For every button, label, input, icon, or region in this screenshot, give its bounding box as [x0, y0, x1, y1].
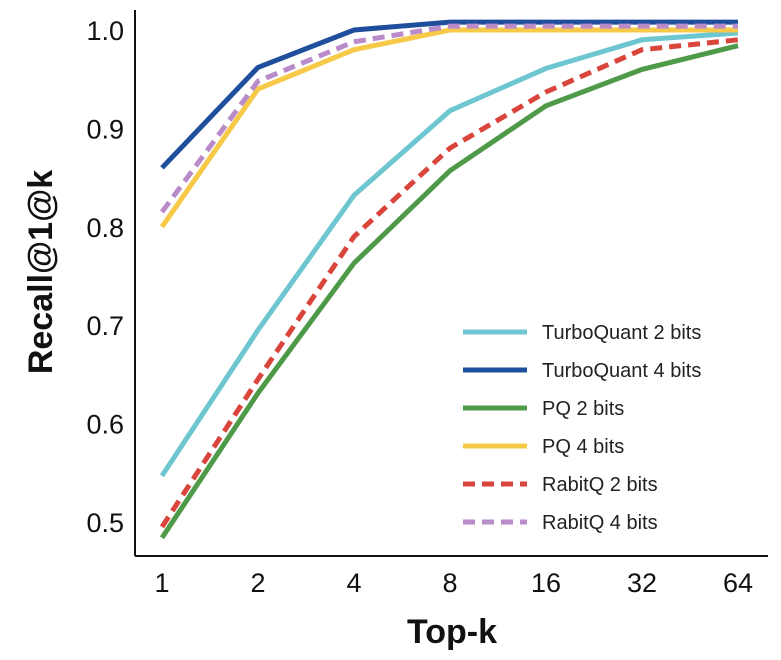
- y-tick-label: 0.9: [86, 114, 124, 144]
- y-tick-label: 1.0: [86, 16, 124, 46]
- legend-label: RabitQ 4 bits: [542, 512, 658, 534]
- y-tick-label: 0.5: [86, 508, 124, 538]
- series-line-pq-2-bits: [159, 43, 739, 540]
- x-tick-label: 16: [531, 568, 561, 598]
- legend-label: PQ 2 bits: [542, 398, 624, 420]
- series-lines: [159, 19, 739, 540]
- legend-label: TurboQuant 2 bits: [542, 322, 701, 344]
- x-tick-label: 4: [346, 568, 361, 598]
- series-line-pq-4-bits: [159, 27, 738, 229]
- y-tick-labels: 0.5 0.6 0.7 0.8 0.9 1.0: [86, 16, 124, 538]
- legend-label: TurboQuant 4 bits: [542, 360, 701, 382]
- y-tick-label: 0.7: [86, 311, 124, 341]
- series-line-rabitq-4-bits: [159, 23, 738, 214]
- legend-label: PQ 4 bits: [542, 436, 624, 458]
- axes: [134, 10, 768, 557]
- x-tick-label: 64: [723, 568, 753, 598]
- y-tick-label: 0.6: [86, 410, 124, 440]
- series-line-turboquant-4-bits: [160, 19, 738, 170]
- x-tick-label: 8: [442, 568, 457, 598]
- x-tick-label: 2: [250, 568, 265, 598]
- x-tick-label: 32: [627, 568, 657, 598]
- x-tick-label: 1: [154, 568, 169, 598]
- series-line-turboquant-2-bits: [159, 30, 739, 478]
- y-axis-title: Recall@1@k: [22, 170, 60, 374]
- legend-label: RabitQ 2 bits: [542, 474, 658, 496]
- x-tick-labels: 1 2 4 8 16 32 64: [154, 568, 753, 598]
- y-tick-label: 0.8: [86, 213, 124, 243]
- legend: TurboQuant 2 bits TurboQuant 4 bits PQ 2 b…: [463, 322, 701, 534]
- series-line-rabitq-2-bits: [159, 37, 739, 529]
- x-axis-title: Top-k: [407, 613, 497, 651]
